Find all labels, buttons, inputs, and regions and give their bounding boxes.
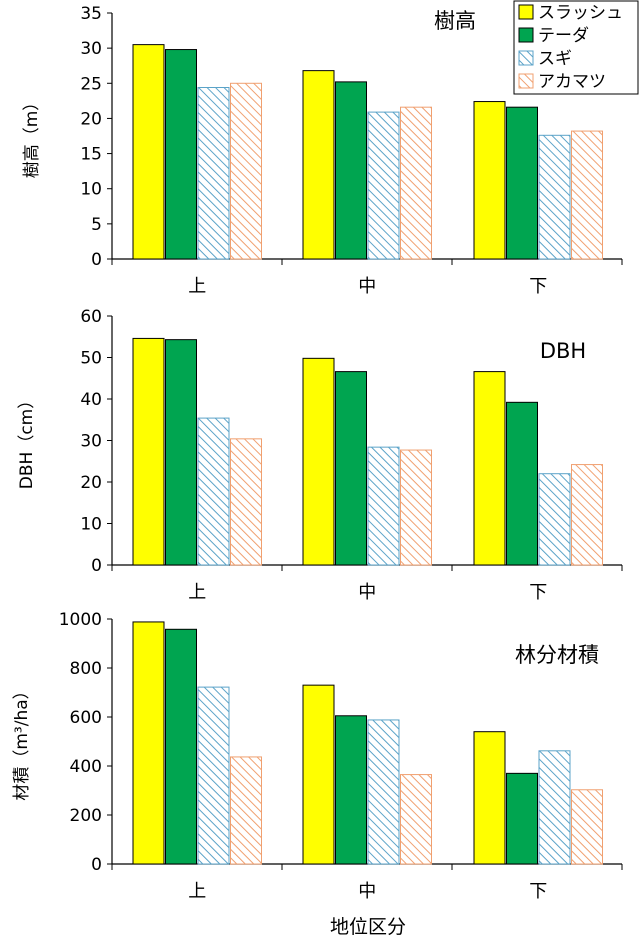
legend-label-taeda: テーダ (538, 26, 589, 46)
bar-volume-ge-sugi (538, 750, 571, 865)
y-tick-label-dbh-5: 50 (80, 349, 102, 369)
bar-volume-jou-sugi (197, 686, 230, 865)
bar-volume-chuu-taeda (335, 715, 367, 865)
bar-volume-ge-akamatsu (571, 789, 603, 865)
bar-height-ge-slash (473, 101, 506, 260)
bar-dbh-ge-slash (473, 371, 506, 566)
y-tick-label-volume-0: 0 (91, 855, 102, 875)
x-category-label-height-ge: 下 (529, 276, 547, 297)
y-tick-label-volume-4: 800 (70, 659, 102, 679)
panel-dbh: 0 10 20 30 40 50 60 上 中 下 DBH DBH（cm） (17, 307, 623, 603)
bar-dbh-ge-taeda (506, 401, 538, 566)
bar-volume-ge-taeda (506, 772, 538, 865)
y-tick-label-height-5: 25 (80, 74, 102, 94)
bar-volume-jou-akamatsu (230, 756, 262, 865)
y-tick-label-volume-3: 600 (70, 708, 102, 728)
y-tick-label-volume-2: 400 (70, 757, 102, 777)
legend: スラッシュ テーダ スギ アカマツ (513, 0, 639, 95)
legend-box (513, 0, 639, 95)
legend-label-slash: スラッシュ (538, 3, 623, 23)
bar-volume-jou-taeda (165, 628, 197, 865)
y-tick-label-dbh-4: 40 (80, 390, 102, 410)
y-tick-label-dbh-6: 60 (80, 307, 102, 327)
bar-dbh-ge-akamatsu (571, 464, 603, 566)
x-category-label-dbh-chuu: 中 (358, 582, 376, 603)
bar-volume-chuu-akamatsu (400, 774, 432, 865)
bar-height-jou-taeda (165, 49, 197, 260)
x-category-label-volume-jou: 上 (188, 881, 206, 902)
bar-height-ge-akamatsu (571, 130, 603, 260)
y-tick-label-dbh-2: 20 (80, 473, 102, 493)
bar-height-jou-sugi (197, 87, 230, 260)
bar-volume-chuu-slash (302, 684, 335, 865)
x-category-label-dbh-jou: 上 (188, 582, 206, 603)
bar-dbh-chuu-sugi (367, 446, 400, 566)
y-tick-label-dbh-1: 10 (80, 515, 102, 535)
y-axis-label-volume: 材積（m³/ha） (12, 682, 32, 800)
bar-volume-ge-slash (473, 731, 506, 865)
bar-dbh-jou-sugi (197, 417, 230, 566)
legend-swatch-akamatsu (518, 73, 534, 89)
bar-volume-chuu-sugi (367, 719, 400, 865)
panel-title-height: 樹高 (434, 9, 476, 33)
legend-swatch-taeda (518, 27, 534, 43)
legend-label-sugi: スギ (538, 49, 572, 69)
legend-swatch-sugi (518, 50, 534, 66)
bar-height-chuu-sugi (367, 111, 400, 260)
y-tick-label-volume-5: 1000 (59, 610, 102, 630)
y-tick-label-dbh-0: 0 (91, 556, 102, 576)
y-tick-label-dbh-3: 30 (80, 432, 102, 452)
legend-label-akamatsu: アカマツ (538, 72, 606, 92)
x-category-label-volume-chuu: 中 (358, 881, 376, 902)
panel-title-dbh: DBH (540, 339, 586, 363)
bar-dbh-ge-sugi (538, 473, 571, 566)
x-category-label-height-jou: 上 (188, 276, 206, 297)
x-category-label-height-chuu: 中 (358, 276, 376, 297)
x-axis-label: 地位区分 (330, 916, 406, 938)
y-tick-label-height-2: 10 (80, 180, 102, 200)
bar-dbh-jou-akamatsu (230, 438, 262, 566)
bar-height-ge-taeda (506, 106, 538, 260)
y-tick-label-height-1: 5 (91, 215, 102, 235)
bar-height-ge-sugi (538, 134, 571, 260)
y-tick-label-height-6: 30 (80, 39, 102, 59)
bar-height-chuu-taeda (335, 81, 367, 260)
bar-height-chuu-akamatsu (400, 106, 432, 260)
bar-height-jou-slash (132, 44, 165, 260)
bar-height-chuu-slash (302, 70, 335, 260)
bar-height-jou-akamatsu (230, 82, 262, 260)
bar-dbh-chuu-taeda (335, 371, 367, 566)
x-category-label-dbh-ge: 下 (529, 582, 547, 603)
y-tick-label-volume-1: 200 (70, 806, 102, 826)
bar-volume-jou-slash (132, 621, 165, 865)
legend-swatch-slash (518, 4, 534, 20)
bar-dbh-chuu-slash (302, 357, 335, 566)
y-tick-label-height-7: 35 (80, 4, 102, 24)
bar-dbh-jou-taeda (165, 339, 197, 566)
x-category-label-volume-ge: 下 (529, 881, 547, 902)
bar-dbh-jou-slash (132, 337, 165, 566)
y-tick-label-height-3: 15 (80, 145, 102, 165)
chart-panels: 05101520253035上中下樹高樹高（m）0102030405060上中下… (12, 4, 623, 902)
y-tick-label-height-4: 20 (80, 109, 102, 129)
bar-dbh-chuu-akamatsu (400, 449, 432, 566)
y-tick-label-height-0: 0 (91, 250, 102, 270)
y-axis-label-height: 樹高（m） (22, 94, 42, 179)
y-axis-label-dbh: DBH（cm） (17, 392, 37, 489)
panel-title-volume: 林分材積 (515, 643, 599, 667)
